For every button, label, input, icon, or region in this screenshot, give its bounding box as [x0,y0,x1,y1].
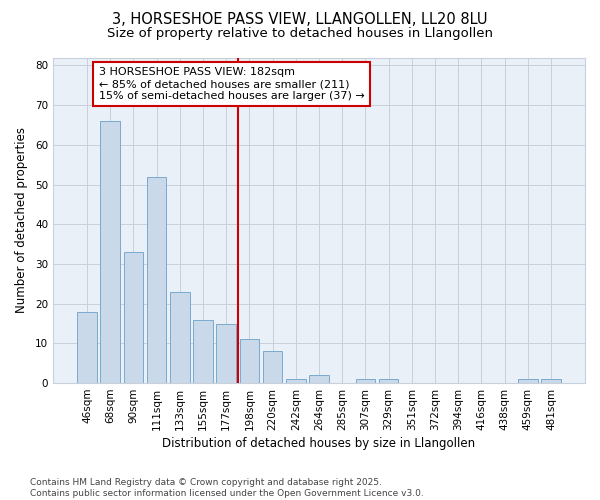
Y-axis label: Number of detached properties: Number of detached properties [15,128,28,314]
Bar [356,379,375,383]
Bar [100,121,120,383]
Bar [147,176,166,383]
Bar [124,252,143,383]
Text: Size of property relative to detached houses in Llangollen: Size of property relative to detached ho… [107,28,493,40]
Text: 3 HORSESHOE PASS VIEW: 182sqm
← 85% of detached houses are smaller (211)
15% of : 3 HORSESHOE PASS VIEW: 182sqm ← 85% of d… [98,68,364,100]
Bar [541,379,561,383]
Bar [170,292,190,383]
Bar [239,340,259,383]
Bar [77,312,97,383]
Text: Contains HM Land Registry data © Crown copyright and database right 2025.
Contai: Contains HM Land Registry data © Crown c… [30,478,424,498]
Bar [263,352,283,383]
Bar [286,379,305,383]
Bar [309,375,329,383]
Bar [379,379,398,383]
X-axis label: Distribution of detached houses by size in Llangollen: Distribution of detached houses by size … [163,437,476,450]
Bar [193,320,213,383]
Bar [217,324,236,383]
Bar [518,379,538,383]
Text: 3, HORSESHOE PASS VIEW, LLANGOLLEN, LL20 8LU: 3, HORSESHOE PASS VIEW, LLANGOLLEN, LL20… [112,12,488,28]
